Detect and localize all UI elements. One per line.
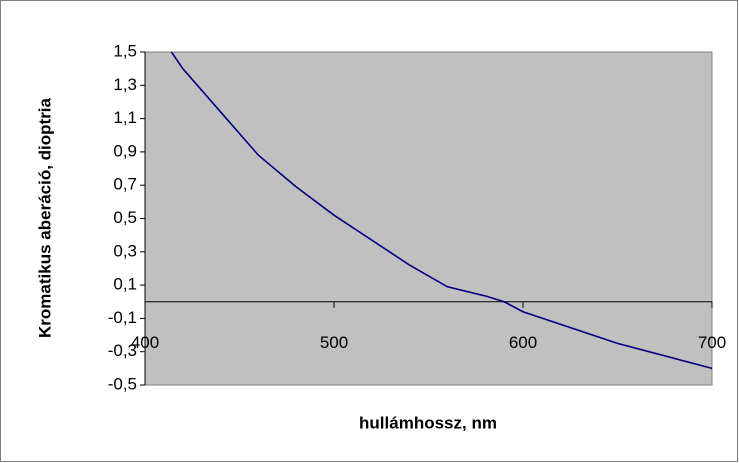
y-tick-label: 0,3	[113, 241, 137, 260]
y-tick-label: -0,5	[108, 374, 137, 393]
x-tick-label: 700	[698, 333, 726, 352]
plot-area	[144, 51, 713, 386]
x-tick-label: 600	[509, 333, 537, 352]
y-tick-label: 0,1	[113, 275, 137, 294]
x-tick-label: 500	[320, 333, 348, 352]
y-tick-label: 1,5	[113, 41, 137, 60]
x-axis-title: hullámhossz, nm	[359, 413, 497, 432]
y-tick-label: -0,1	[108, 308, 137, 327]
y-axis-title: Kromatikus aberáció, dioptria	[35, 97, 54, 337]
y-tick-label: 0,5	[113, 208, 137, 227]
data-line	[170, 51, 713, 370]
y-tick-label: 0,9	[113, 141, 137, 160]
y-tick-label: -0,3	[108, 341, 137, 360]
x-tick-label: 400	[131, 333, 159, 352]
y-tick-label: 0,7	[113, 175, 137, 194]
y-tick-label: 1,1	[113, 108, 137, 127]
y-tick-label: 1,3	[113, 75, 137, 94]
